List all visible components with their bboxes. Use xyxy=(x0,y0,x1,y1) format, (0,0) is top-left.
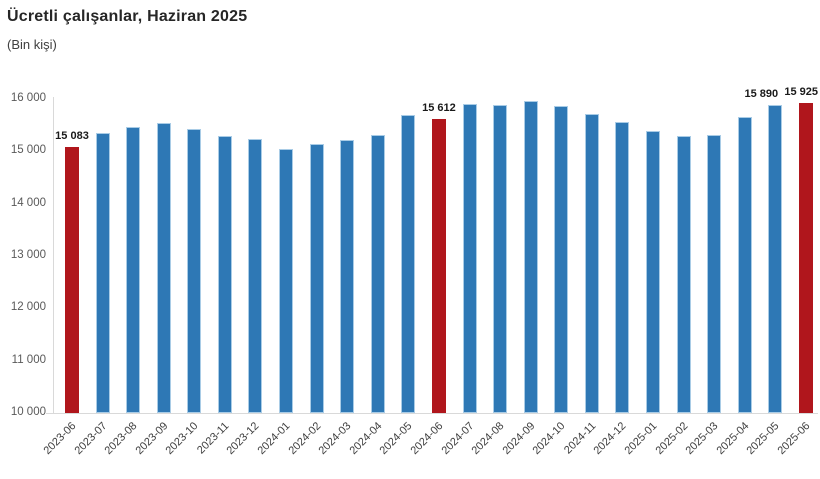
bar-2024-05[interactable] xyxy=(401,115,416,413)
bar-2025-01[interactable] xyxy=(646,130,661,413)
bar-value-label: 15 925 xyxy=(784,85,818,98)
bar-value-label: 15 890 xyxy=(744,87,779,100)
x-axis-label: 2023-06 xyxy=(41,420,79,458)
x-axis-line xyxy=(46,413,818,414)
bar-2025-06[interactable] xyxy=(798,102,813,413)
bar-2024-08[interactable] xyxy=(493,104,508,413)
bar-2023-07[interactable] xyxy=(95,133,110,413)
y-tick-label: 14 000 xyxy=(10,196,46,209)
bar-2023-10[interactable] xyxy=(187,128,202,413)
bar-2023-06[interactable] xyxy=(65,146,79,413)
y-tick-label: 15 000 xyxy=(10,144,46,157)
y-axis-line xyxy=(53,97,54,413)
chart-subtitle: (Bin kişi) xyxy=(7,37,57,52)
bar-2024-09[interactable] xyxy=(523,100,538,413)
bar-2024-10[interactable] xyxy=(554,106,569,413)
bar-2025-04[interactable] xyxy=(737,116,752,413)
bar-value-label: 15 083 xyxy=(55,129,89,142)
bar-2025-02[interactable] xyxy=(676,136,691,413)
bar-2024-06[interactable] xyxy=(431,119,446,413)
y-tick-label: 13 000 xyxy=(10,249,46,261)
bar-2024-02[interactable] xyxy=(309,144,324,413)
bar-2024-07[interactable] xyxy=(462,104,477,413)
bar-value-label: 15 612 xyxy=(422,102,456,115)
y-tick-label: 16 000 xyxy=(10,92,46,104)
bar-2024-12[interactable] xyxy=(615,122,630,413)
bar-2023-09[interactable] xyxy=(156,122,171,413)
bar-2024-03[interactable] xyxy=(340,140,355,413)
chart-title: Ücretli çalışanlar, Haziran 2025 xyxy=(7,8,248,25)
bar-2024-01[interactable] xyxy=(279,148,294,413)
y-tick-label: 12 000 xyxy=(10,301,46,314)
bar-2025-03[interactable] xyxy=(707,135,722,413)
bar-2024-11[interactable] xyxy=(584,113,599,413)
bar-2023-12[interactable] xyxy=(248,139,263,413)
bar-2024-04[interactable] xyxy=(370,135,385,413)
y-tick-label: 11 000 xyxy=(11,353,46,366)
y-tick-label: 10 000 xyxy=(10,406,46,418)
bar-2023-11[interactable] xyxy=(217,136,232,413)
bar-2025-05[interactable] xyxy=(768,104,783,413)
bar-2023-08[interactable] xyxy=(126,126,141,413)
